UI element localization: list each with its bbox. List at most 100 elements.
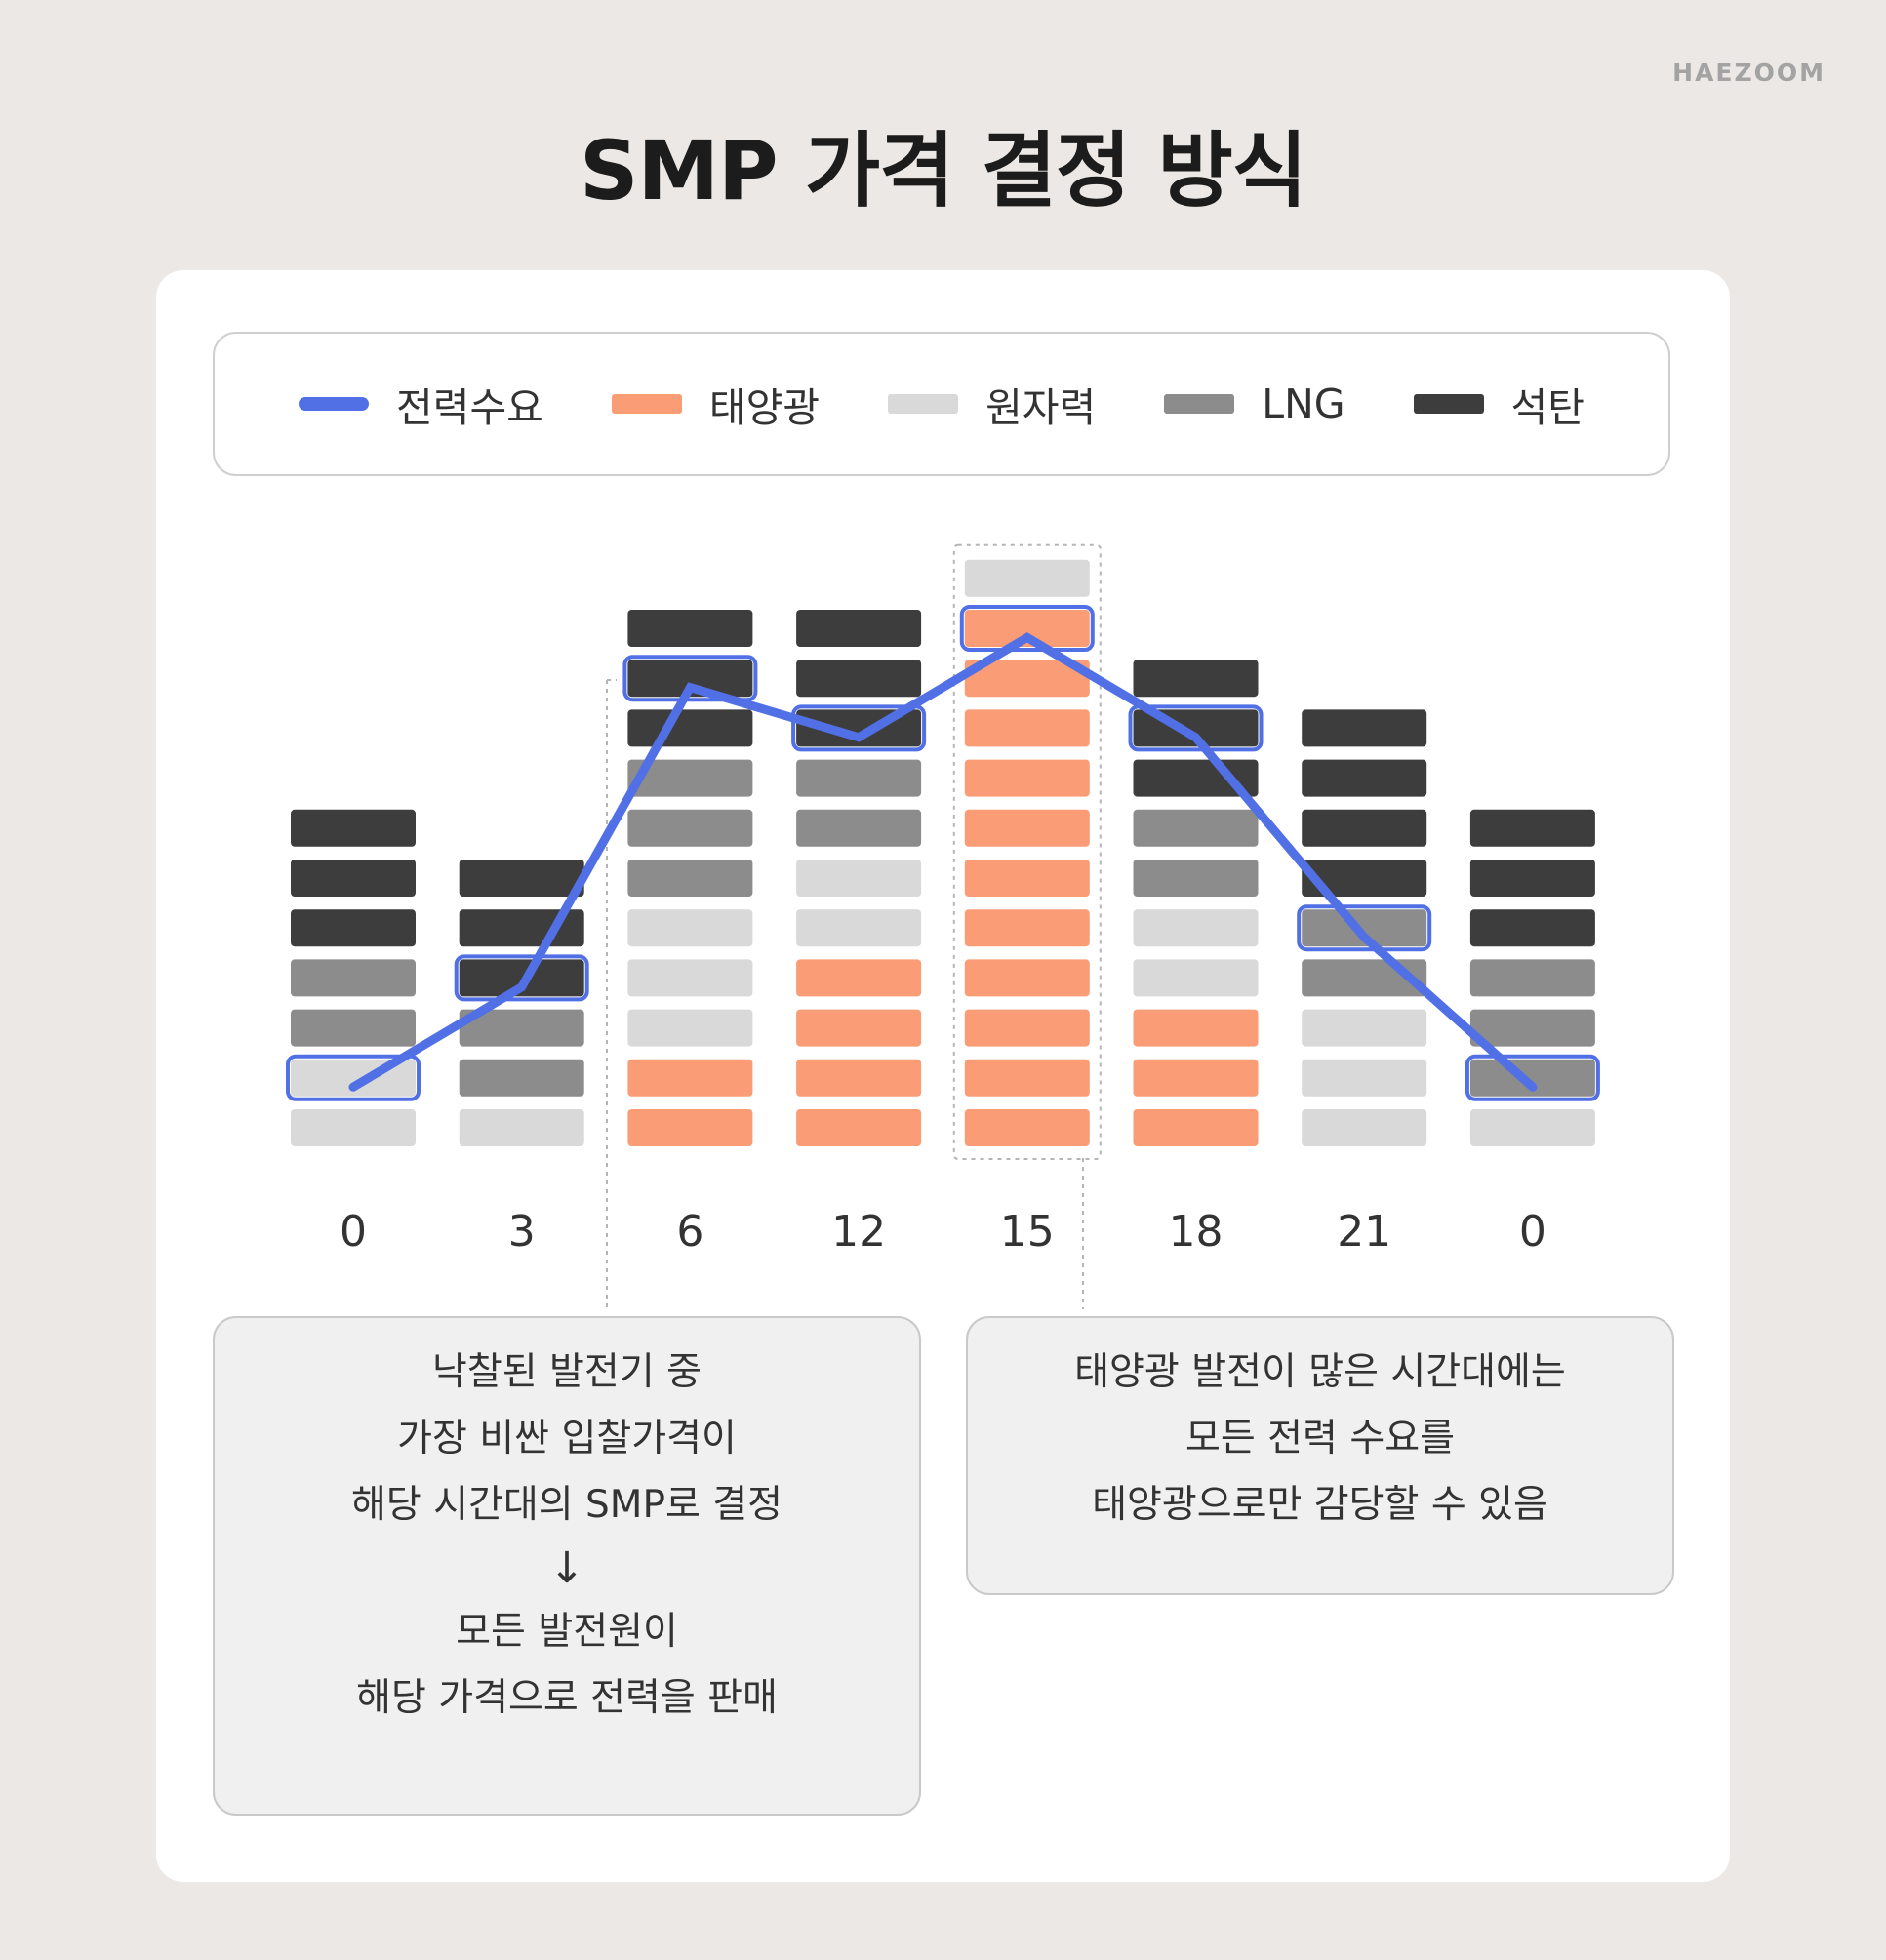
- bar-block-nuclear: [1302, 1059, 1427, 1097]
- note-right-line-2: 모든 전력 수요를: [1185, 1417, 1455, 1460]
- x-tick-label: 3: [508, 1207, 536, 1257]
- bar-block-solar: [964, 959, 1090, 997]
- bar-block-coal: [1133, 660, 1259, 698]
- bar-block-lng: [1469, 1009, 1595, 1047]
- legend-swatch-demand: [299, 397, 369, 411]
- legend-label-coal: 석탄: [1510, 384, 1585, 431]
- bar-block-coal: [291, 860, 416, 897]
- bar-block-solar: [627, 1059, 753, 1097]
- legend-item-coal: 석탄: [1413, 375, 1585, 433]
- brand-logo: HAEZOOM: [1672, 59, 1826, 87]
- bar-block-nuclear: [627, 1009, 753, 1047]
- highlighted-block: [959, 605, 1095, 652]
- bar-block-solar: [964, 709, 1090, 747]
- demand-line: [348, 632, 1538, 1092]
- bar-block-solar: [964, 809, 1090, 847]
- bar-block-lng: [627, 860, 753, 897]
- note-right-line-1: 태양광 발전이 많은 시간대에는: [1074, 1350, 1566, 1394]
- x-tick-label: 0: [1519, 1207, 1546, 1257]
- legend-label-demand: 전력수요: [396, 384, 543, 431]
- bar-block-coal: [796, 660, 922, 698]
- note-left-line-5: 해당 가격으로 전력을 판매: [356, 1676, 778, 1720]
- chart-card: 전력수요 태양광 원자력 LNG 석탄 0 3 6 12 15 18 21 0 낙찰된 발전기…: [156, 270, 1730, 1882]
- bar-block-solar: [964, 660, 1090, 698]
- bar-block-solar: [1133, 1109, 1259, 1146]
- bar-block-lng: [796, 759, 922, 797]
- bar-block-coal: [1302, 809, 1427, 847]
- note-right: 태양광 발전이 많은 시간대에는 모든 전력 수요를 태양광으로만 감당할 수 …: [966, 1316, 1674, 1595]
- bar-block-solar: [964, 909, 1090, 947]
- bar-block-coal: [796, 610, 922, 647]
- bar-block-nuclear: [796, 909, 922, 947]
- bar-block-lng: [796, 809, 922, 847]
- highlighted-block: [286, 1054, 421, 1101]
- note-left-line-3: 해당 시간대의 SMP로 결정: [350, 1483, 783, 1527]
- x-tick-label: 6: [676, 1207, 703, 1257]
- bar-block-lng: [291, 1009, 416, 1047]
- bar-block-nuclear: [1133, 909, 1259, 947]
- bar-block-nuclear: [1302, 1009, 1427, 1047]
- bar-block-coal: [1469, 909, 1595, 947]
- bar-block-lng: [459, 1059, 584, 1097]
- bar-block-nuclear: [796, 860, 922, 897]
- bar-block-solar: [964, 610, 1090, 647]
- legend-item-lng: LNG: [1164, 380, 1345, 427]
- legend-swatch-solar: [611, 394, 682, 414]
- bar-block-coal: [291, 809, 416, 847]
- bar-block-solar: [964, 860, 1090, 897]
- note-left: 낙찰된 발전기 중 가장 비싼 입찰가격이 해당 시간대의 SMP로 결정 ↓ …: [213, 1316, 921, 1816]
- x-tick-label: 15: [1000, 1207, 1055, 1257]
- bar-block-lng: [1133, 860, 1259, 897]
- bar-block-lng: [1133, 809, 1259, 847]
- highlighted-block: [1465, 1054, 1600, 1101]
- bar-block-nuclear: [291, 1109, 416, 1146]
- legend-swatch-coal: [1413, 394, 1484, 414]
- bar-block-lng: [1302, 909, 1427, 947]
- bar-block-solar: [627, 1109, 753, 1146]
- legend-item-solar: 태양광: [611, 375, 820, 433]
- bar-block-lng: [1469, 959, 1595, 997]
- note-left-line-4: 모든 발전원이: [456, 1610, 678, 1654]
- bar-block-lng: [1469, 1059, 1595, 1097]
- x-tick-label: 0: [340, 1207, 367, 1257]
- bar-block-coal: [1302, 709, 1427, 747]
- x-tick-label: 18: [1169, 1207, 1224, 1257]
- bar-block-nuclear: [1302, 1109, 1427, 1146]
- bar-block-solar: [796, 1059, 922, 1097]
- highlighted-block: [791, 704, 927, 752]
- bar-block-nuclear: [1469, 1109, 1595, 1146]
- bar-block-coal: [1302, 860, 1427, 897]
- bar-block-lng: [627, 809, 753, 847]
- bar-block-solar: [964, 1009, 1090, 1047]
- legend-item-nuclear: 원자력: [888, 375, 1096, 433]
- legend: 전력수요 태양광 원자력 LNG 석탄: [213, 332, 1670, 476]
- smp-stacked-chart: 0 3 6 12 15 18 21 0: [286, 543, 1600, 1309]
- bar-block-lng: [627, 759, 753, 797]
- bar-block-nuclear: [459, 1109, 584, 1146]
- highlighted-block: [1128, 704, 1264, 752]
- highlighted-block: [454, 954, 589, 1002]
- bar-block-lng: [459, 1009, 584, 1047]
- legend-label-nuclear: 원자력: [985, 384, 1097, 431]
- highlighted-block: [622, 655, 758, 702]
- bar-block-solar: [964, 1109, 1090, 1146]
- x-tick-label: 12: [831, 1207, 886, 1257]
- bar-block-coal: [1302, 759, 1427, 797]
- bar-block-solar: [1133, 1059, 1259, 1097]
- legend-item-demand: 전력수요: [299, 375, 543, 433]
- bar-block-coal: [1469, 809, 1595, 847]
- bar-block-nuclear: [1133, 959, 1259, 997]
- bar-block-solar: [964, 1059, 1090, 1097]
- highlighted-block: [1297, 904, 1432, 952]
- legend-swatch-nuclear: [888, 394, 959, 414]
- note-left-line-2: 가장 비싼 입찰가격이: [397, 1417, 737, 1460]
- bar-block-coal: [627, 709, 753, 747]
- legend-label-lng: LNG: [1262, 380, 1345, 427]
- down-arrow-icon: ↓: [548, 1543, 585, 1593]
- bar-block-coal: [459, 959, 584, 997]
- dashed-highlight-box: [952, 543, 1102, 1160]
- bar-block-solar: [1133, 1009, 1259, 1047]
- bar-block-solar: [796, 1109, 922, 1146]
- bar-block-solar: [796, 1009, 922, 1047]
- x-tick-label: 21: [1337, 1207, 1391, 1257]
